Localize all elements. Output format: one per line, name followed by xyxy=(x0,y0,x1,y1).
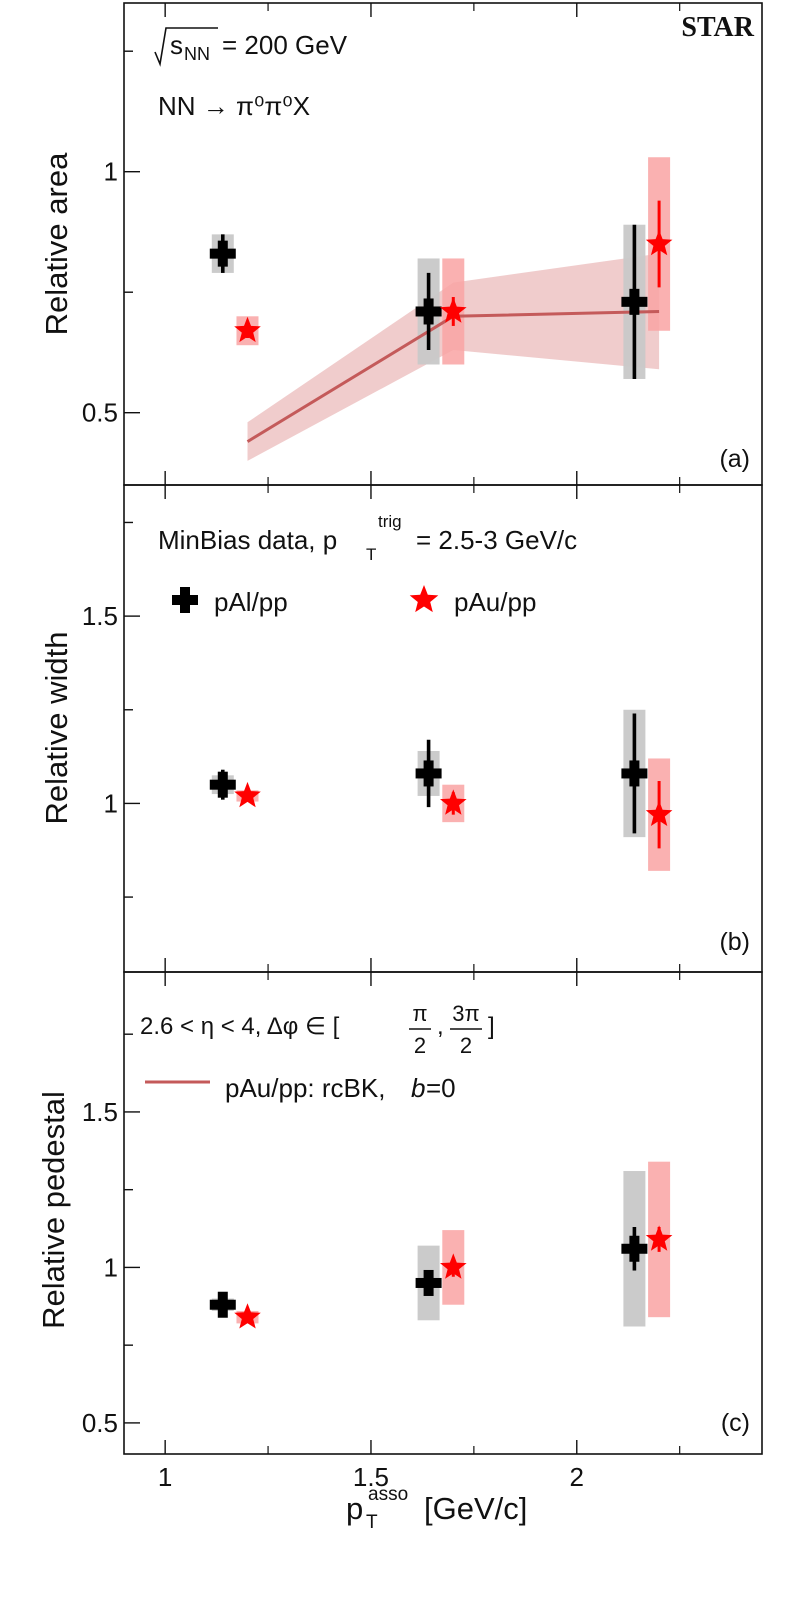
panel-a-label: (a) xyxy=(719,445,750,473)
legend: pAl/pp pAu/pp xyxy=(172,585,536,617)
legend-pau-label: pAu/pp xyxy=(454,587,536,617)
panel-c-frame xyxy=(123,971,763,1455)
model-legend-label: pAu/pp: rcBK, xyxy=(225,1073,385,1103)
panel-b-label: (b) xyxy=(719,928,750,956)
x-axis-title-p: p xyxy=(346,1491,363,1526)
model-legend-b: b xyxy=(411,1073,425,1103)
p0-model-band xyxy=(247,253,660,461)
cut-frac1-num: π xyxy=(412,1001,427,1026)
p2-xtick-label-0: 1 xyxy=(158,1462,172,1492)
p2-pau-marker-1 xyxy=(440,1253,467,1279)
p0-pal-marker-1-v xyxy=(423,298,434,325)
panel-a-ticks: 0.51 xyxy=(82,3,681,485)
sqrt-symbol xyxy=(154,27,218,67)
minbias-annotation: MinBias data, p T trig = 2.5-3 GeV/c xyxy=(158,512,577,564)
p0-ytick-label-0: 0.5 xyxy=(82,398,118,428)
p0-pau-marker-1 xyxy=(440,297,467,323)
panel-c-ylabel: Relative pedestal xyxy=(36,1091,71,1329)
model-legend-eq: =0 xyxy=(426,1073,456,1103)
panel-b-ticks: 11.5 xyxy=(82,485,681,972)
p0-pal-marker-0-v xyxy=(217,240,228,267)
cut-frac1-den: 2 xyxy=(414,1033,426,1058)
legend-pau-marker xyxy=(409,585,439,613)
p0-pau-marker-2 xyxy=(645,230,673,256)
x-axis-title-sup: asso xyxy=(368,1484,408,1505)
p1-ytick-label-1: 1.5 xyxy=(82,601,118,631)
panel-frames xyxy=(123,2,763,1455)
p2-xtick-label-2: 2 xyxy=(570,1462,584,1492)
x-axis-title: p T asso [GeV/c] xyxy=(346,1484,527,1533)
cut-eta: 2.6 < η < 4, Δφ ∈ [ xyxy=(140,1013,340,1040)
p1-ytick-label-0: 1 xyxy=(104,788,118,818)
energy-annotation: s NN = 200 GeV xyxy=(154,27,348,67)
cut-annotation: 2.6 < η < 4, Δφ ∈ [ π 2 , 3π 2 ] xyxy=(140,1001,495,1058)
panel-b-markers xyxy=(209,760,673,826)
process-annotation: NN → π⁰π⁰X xyxy=(158,91,310,121)
p1-pau-marker-1 xyxy=(440,789,467,815)
model-legend: pAu/pp: rcBK, b =0 xyxy=(145,1073,456,1103)
energy-nn: NN xyxy=(184,44,210,64)
energy-value: = 200 GeV xyxy=(222,30,348,60)
p2-pau-marker-2 xyxy=(645,1225,673,1251)
cut-frac2-num: 3π xyxy=(452,1001,479,1026)
p2-pal-marker-2-v xyxy=(629,1235,640,1262)
minbias-text: MinBias data, p xyxy=(158,525,337,555)
energy-s: s xyxy=(170,30,183,60)
p1-pau-marker-0 xyxy=(234,781,261,808)
x-axis-title-unit: [GeV/c] xyxy=(424,1491,527,1526)
x-axis-title-sub: T xyxy=(366,1512,378,1533)
p0-pal-marker-2-v xyxy=(629,288,640,315)
panel-c: 0.5 1 1.5 1 1.5 2 Relative pedestal (c) xyxy=(36,972,750,1492)
minbias-sup: trig xyxy=(378,512,402,531)
minbias-value: = 2.5-3 GeV/c xyxy=(416,525,577,555)
cut-frac2-den: 2 xyxy=(460,1033,472,1058)
p1-pal-marker-1-v xyxy=(423,760,434,787)
p1-pal-marker-2-v xyxy=(629,760,640,787)
p0-ytick-label-1: 1 xyxy=(104,157,118,187)
minbias-sub: T xyxy=(366,545,376,564)
legend-pal-label: pAl/pp xyxy=(214,587,288,617)
legend-pal-marker xyxy=(172,587,198,613)
panel-c-ticks: 0.5 1 1.5 1 1.5 2 xyxy=(82,972,681,1492)
p2-ytick-label-1: 1 xyxy=(104,1252,118,1282)
p2-pal-marker-1-v xyxy=(423,1269,434,1296)
panel-a-markers xyxy=(209,230,673,343)
panel-a-model-band xyxy=(247,253,660,461)
panel-b: 11.5 Relative width (b) xyxy=(39,485,750,972)
cut-close: ] xyxy=(488,1013,495,1040)
p2-pau-marker-0 xyxy=(234,1303,261,1329)
p0-pau-marker-0 xyxy=(234,316,261,343)
panel-c-markers xyxy=(209,1225,673,1329)
panel-c-label: (c) xyxy=(721,1409,750,1437)
p1-pal-marker-0-v xyxy=(217,771,228,798)
p2-xtick-label-1: 1.5 xyxy=(353,1462,389,1492)
cut-comma: , xyxy=(437,1013,444,1040)
p2-ytick-label-2: 1.5 xyxy=(82,1097,118,1127)
star-label: STAR xyxy=(681,12,754,43)
panel-b-ylabel: Relative width xyxy=(39,632,74,825)
panel-a-ylabel: Relative area xyxy=(39,152,74,335)
panel-a: 0.51 Relative area (a) xyxy=(39,3,750,485)
p2-pal-marker-0-v xyxy=(217,1291,228,1318)
p2-ytick-label-0: 0.5 xyxy=(82,1408,118,1438)
legend-pal-marker-v xyxy=(180,587,190,613)
p1-pau-marker-2 xyxy=(645,800,673,826)
